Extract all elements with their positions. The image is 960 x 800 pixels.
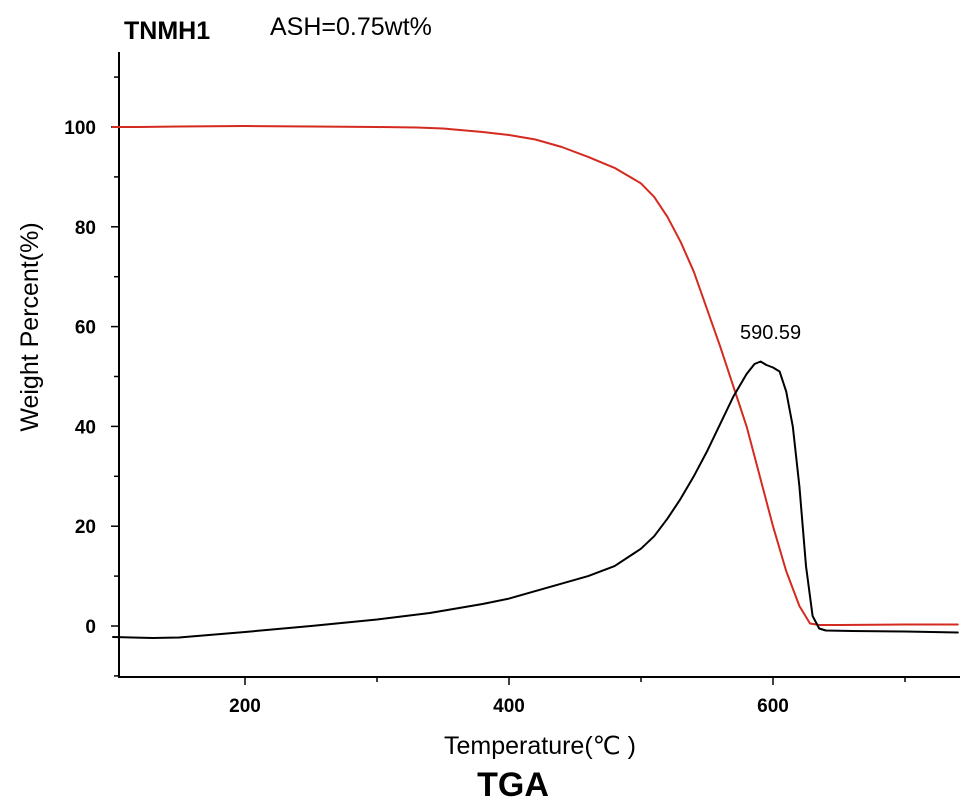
y-tick-label: 60 (75, 318, 96, 339)
series-layer (112, 125, 959, 639)
peak-annotation: 590.59 (740, 322, 801, 344)
chart-title: TGA (477, 766, 549, 800)
y-tick-label: 0 (85, 617, 96, 638)
y-axis-title: Weight Percent(%) (16, 222, 44, 431)
y-tick-label: 100 (64, 118, 96, 139)
tga-weight-curve (112, 125, 959, 626)
y-tick-label: 20 (75, 517, 96, 538)
tick-labels: 0 20 40 60 80 100 200 400 600 (64, 118, 789, 717)
sample-name: TNMH1 (124, 17, 210, 45)
y-tick-label: 40 (75, 417, 96, 438)
ticks (111, 76, 906, 685)
axes (118, 52, 960, 678)
x-axis-title: Temperature(℃ ) (444, 732, 636, 760)
dtg-curve (112, 360, 959, 639)
ash-content-label: ASH=0.75wt% (270, 13, 432, 41)
x-tick-label: 400 (493, 696, 525, 717)
x-tick-label: 600 (757, 696, 789, 717)
x-tick-label: 200 (229, 696, 261, 717)
y-tick-label: 80 (75, 218, 96, 239)
